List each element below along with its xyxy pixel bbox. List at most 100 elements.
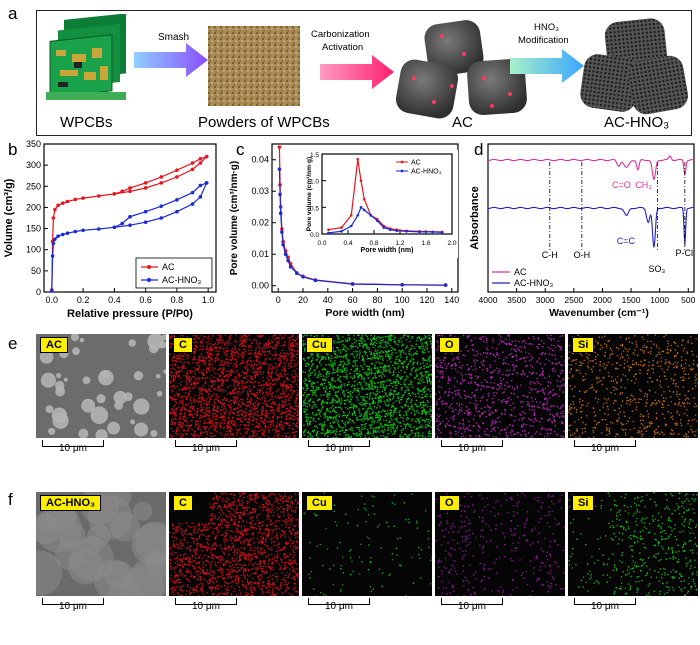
row_e-map-dot — [204, 428, 206, 431]
row_e-map-dot — [188, 428, 190, 430]
row_e-map-dot — [401, 389, 403, 391]
row_e-map-dot — [318, 362, 321, 364]
row_e-map-dot — [275, 344, 277, 346]
row_e-map-dot — [388, 397, 391, 400]
row_e-map-dot — [394, 362, 396, 364]
row_e-map-dot — [233, 359, 236, 361]
row_e-map-dot — [207, 343, 209, 345]
row_e-map-dot — [198, 337, 200, 339]
row_e-map-dot — [240, 343, 243, 345]
row_e-map-dot — [326, 431, 328, 433]
row_e-map-dot — [504, 410, 507, 412]
row_e-map-dot — [175, 412, 177, 415]
row_e-map-dot — [268, 366, 271, 368]
row_e-map-dot — [243, 353, 246, 355]
row_e-map-dot — [211, 416, 214, 418]
row_e-map-dot — [206, 337, 208, 339]
row_e-map-dot — [217, 341, 220, 344]
row_e-map-dot — [274, 355, 276, 357]
row_e-map-dot — [277, 374, 279, 377]
row_e-map-dot — [267, 383, 269, 385]
row_e-map-dot — [398, 350, 400, 352]
row_e-map-dot — [360, 401, 363, 404]
row_e-map-dot — [278, 375, 280, 378]
row_e-map-dot — [388, 384, 391, 387]
row_e-map-dot — [284, 401, 286, 403]
row_e-map-dot — [207, 403, 209, 405]
row_e-map-dot — [171, 435, 174, 438]
row_e-map-dot — [239, 340, 241, 342]
row_e-map-dot — [562, 391, 564, 393]
row_e-map-dot — [223, 397, 226, 399]
row_e-map-dot — [179, 420, 181, 423]
row_e-map-dot — [319, 415, 322, 417]
row_e-map-dot — [524, 347, 526, 349]
row_e-map-dot — [247, 429, 249, 431]
row_e-map-dot — [348, 418, 350, 420]
row_e-map-dot — [421, 345, 423, 347]
row_e-map-dot — [417, 420, 420, 422]
row_e-map-dot — [202, 359, 204, 362]
row_e-map-dot — [325, 364, 327, 366]
row_e-map-dot — [263, 432, 265, 434]
row_e-map-dot — [379, 366, 381, 369]
row_e-map-dot — [460, 383, 462, 385]
row_e-map-dot — [386, 365, 388, 368]
row_e-map-dot — [384, 335, 387, 338]
row_e-map-dot — [350, 376, 352, 378]
row_e-map-dot — [287, 363, 290, 365]
row_e-map-dot — [364, 418, 366, 421]
pore-x-tick-label: 60 — [348, 295, 358, 305]
row_e-map-dot — [172, 398, 174, 400]
row_e-map-dot — [383, 388, 385, 390]
row_e-map-dot — [267, 374, 269, 376]
row_e-map-dot — [169, 336, 171, 338]
row_e-map-dot — [370, 417, 373, 419]
row_e-map-dot — [247, 421, 249, 423]
row_e-map-dot — [348, 384, 350, 386]
row_e-map-dot — [414, 434, 417, 436]
row_e-map-dot — [356, 353, 359, 356]
row_e-map-dot — [256, 426, 259, 428]
row_e-map-dot — [364, 399, 366, 402]
row_e-map-dot — [241, 401, 243, 404]
row_e-map-dot — [259, 417, 262, 419]
row_e-map-dot — [325, 369, 327, 371]
row_e-map-dot — [428, 374, 430, 376]
row_e-map-dot — [180, 410, 183, 412]
panel-label-d: d — [474, 140, 484, 159]
row_e-map-dot — [253, 405, 255, 407]
row_e-map-dot — [305, 413, 307, 416]
row_e-map-dot — [261, 348, 264, 350]
row_e-map-dot — [181, 355, 183, 358]
row_e-map-dot — [273, 345, 275, 348]
row_e-map-dot — [290, 386, 292, 388]
row_e-map-dot — [357, 347, 359, 349]
row_e-map-dot — [353, 387, 355, 390]
row_e-map-dot — [390, 429, 392, 431]
row_e-map-dot — [357, 334, 360, 337]
row_e-map-dot — [208, 365, 211, 368]
row_e-map-dot — [415, 435, 417, 437]
row_e-map-dot — [279, 397, 281, 399]
row_e-map-dot — [261, 380, 264, 382]
row_e-map-dot — [201, 361, 204, 363]
row_e-map-dot — [464, 394, 466, 397]
row_e-map-dot — [180, 410, 182, 412]
row_e-map-dot — [417, 434, 420, 437]
row_e-map-dot — [245, 381, 247, 384]
row_e-map-dot — [277, 341, 279, 344]
row_e-map-dot — [423, 337, 425, 340]
row_e-map-dot — [208, 367, 210, 370]
row_e-map-dot — [340, 408, 343, 410]
row_e-map-dot — [341, 428, 344, 430]
row_e-map-dot — [444, 392, 446, 394]
row_e-map-dot — [306, 396, 308, 398]
row_e-map-dot — [184, 361, 186, 364]
row_e-map-dot — [281, 375, 284, 378]
row_e-map-dot — [372, 399, 375, 402]
row_e-map-dot — [426, 393, 428, 396]
row_e-map-dot — [325, 388, 328, 390]
row_e-map-dot — [344, 399, 346, 402]
row_e-map-dot — [474, 405, 477, 408]
